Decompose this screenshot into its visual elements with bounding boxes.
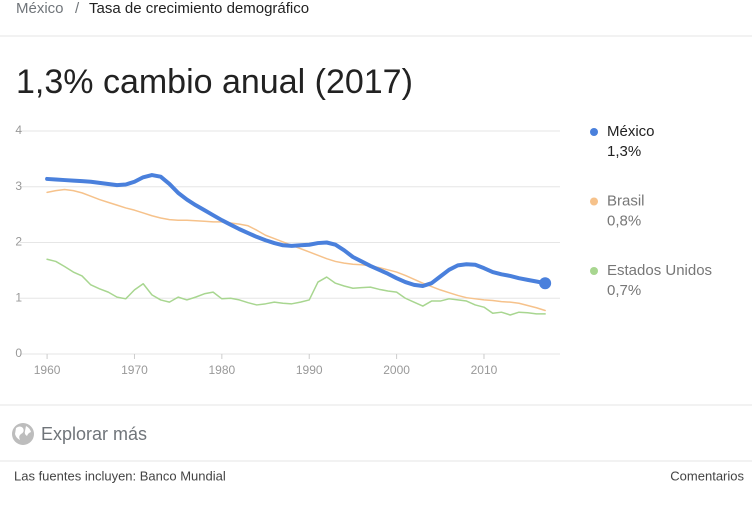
legend-value: 1,3% — [607, 143, 641, 160]
breadcrumb-current: Tasa de crecimiento demográfico — [89, 0, 309, 17]
x-tick-label: 2010 — [471, 363, 498, 377]
chart-title: 1,3% cambio anual (2017) — [16, 63, 413, 101]
globe-icon[interactable] — [12, 423, 34, 445]
y-tick-label: 1 — [15, 290, 22, 304]
y-tick-label: 4 — [15, 123, 22, 137]
y-tick-label: 2 — [15, 235, 22, 249]
x-tick-label: 2000 — [383, 363, 410, 377]
legend-label: México — [607, 123, 655, 140]
feedback-link[interactable]: Comentarios — [670, 468, 744, 483]
y-tick-label: 3 — [15, 179, 22, 193]
legend-label: Estados Unidos — [607, 262, 712, 279]
legend-swatch — [590, 267, 598, 275]
x-tick-label: 1960 — [34, 363, 61, 377]
legend-value: 0,8% — [607, 212, 641, 229]
legend-value: 0,7% — [607, 282, 641, 299]
series-line — [46, 258, 546, 316]
x-tick-label: 1980 — [208, 363, 235, 377]
x-tick-label: 1970 — [121, 363, 148, 377]
breadcrumb-parent[interactable]: México — [16, 0, 64, 17]
breadcrumb-separator: / — [75, 0, 80, 17]
legend-swatch — [590, 197, 598, 206]
x-tick-label: 1990 — [296, 363, 323, 377]
explore-link[interactable]: Explorar más — [41, 424, 147, 444]
legend-label: Brasil — [607, 192, 645, 209]
y-tick-label: 0 — [15, 346, 22, 360]
legend-swatch — [590, 128, 598, 136]
series-line — [45, 173, 548, 288]
sources: Las fuentes incluyen: Banco Mundial — [14, 468, 226, 483]
series-line — [46, 188, 546, 312]
end-point — [539, 277, 552, 290]
